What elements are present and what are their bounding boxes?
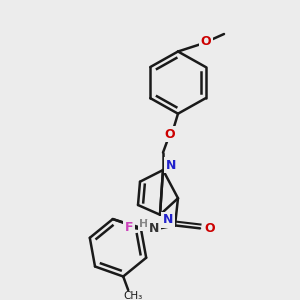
Text: N: N [163,213,173,226]
Text: O: O [201,35,211,48]
Text: N: N [149,222,159,235]
Text: O: O [165,128,175,141]
Text: H: H [140,220,148,230]
Text: CH₃: CH₃ [124,291,143,300]
Text: O: O [205,222,215,235]
Text: F: F [125,220,133,234]
Text: N: N [166,159,176,172]
